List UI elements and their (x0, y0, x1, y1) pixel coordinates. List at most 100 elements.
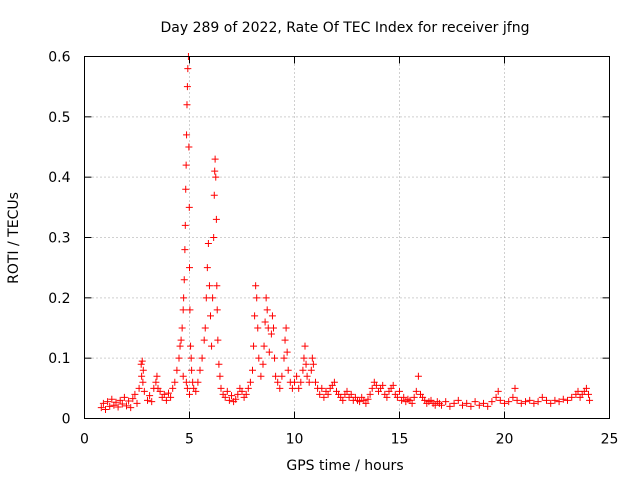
data-point (228, 392, 235, 400)
data-point (179, 372, 187, 380)
data-point (184, 65, 192, 73)
data-point (330, 378, 338, 386)
data-point (165, 389, 172, 397)
data-point (183, 131, 191, 139)
data-point (213, 306, 221, 314)
data-point (244, 384, 252, 392)
data-point (118, 400, 126, 408)
grid-layer (84, 56, 610, 419)
data-point (272, 372, 280, 380)
data-point (308, 354, 316, 362)
data-point (442, 398, 450, 406)
data-point (173, 366, 181, 374)
data-point (108, 395, 116, 403)
tick-labels: 0 0.1 0.2 0.3 0.4 0.5 0.6 0 5 10 15 20 25 (48, 50, 618, 448)
data-point (212, 215, 220, 223)
tick-layer (84, 56, 610, 419)
data-point (125, 397, 133, 405)
data-point (300, 354, 308, 362)
data-point (156, 387, 164, 395)
data-point (212, 173, 220, 181)
data-point (400, 393, 408, 401)
data-point (200, 336, 208, 344)
data-point (475, 401, 483, 409)
data-point (459, 401, 466, 409)
data-point (202, 294, 210, 302)
data-point (347, 390, 355, 398)
data-point (99, 399, 107, 407)
y-tick-label: 0.4 (48, 170, 70, 186)
data-point (160, 390, 168, 398)
data-point (362, 399, 370, 407)
data-point (494, 387, 502, 395)
data-point (192, 387, 200, 395)
data-point (259, 360, 267, 368)
data-point (295, 384, 303, 392)
data-point (383, 393, 391, 401)
data-point (182, 185, 190, 193)
data-point (471, 398, 479, 406)
data-point (555, 398, 563, 406)
data-point (366, 390, 374, 398)
data-point (265, 348, 273, 356)
y-tick-label: 0.5 (48, 110, 70, 126)
data-point (526, 396, 534, 404)
data-point (301, 342, 309, 350)
data-point (260, 342, 268, 350)
data-point (463, 399, 471, 407)
y-tick-label: 0.3 (48, 231, 70, 247)
x-tick-label: 0 (80, 432, 89, 448)
data-point (185, 143, 193, 151)
data-point (232, 395, 240, 403)
data-point (280, 354, 288, 362)
data-point (176, 342, 184, 350)
data-point (217, 384, 225, 392)
data-point (223, 387, 231, 395)
data-point (175, 354, 183, 362)
x-axis-label: GPS time / hours (286, 458, 403, 474)
data-point (250, 342, 258, 350)
data-point (582, 384, 590, 392)
data-point (179, 306, 187, 314)
data-point (414, 372, 422, 380)
data-point (180, 276, 188, 284)
data-point (152, 378, 160, 386)
data-point (299, 366, 307, 374)
data-point (138, 357, 146, 365)
data-point (284, 366, 292, 374)
data-point (167, 393, 175, 401)
data-point (246, 378, 254, 386)
data-point (303, 372, 311, 380)
plot-frame (84, 56, 610, 419)
data-point (140, 387, 148, 395)
data-point (267, 330, 275, 338)
data-point (262, 294, 270, 302)
data-point (181, 246, 189, 254)
data-point (278, 372, 286, 380)
data-point (198, 354, 206, 362)
data-point (127, 404, 135, 412)
data-point (538, 393, 546, 401)
data-point (104, 398, 112, 406)
data-point (148, 398, 156, 406)
data-point (281, 336, 289, 344)
data-point (316, 390, 324, 398)
data-point (496, 396, 504, 404)
data-point (480, 399, 487, 407)
data-point (271, 354, 279, 362)
data-point (379, 381, 387, 389)
data-point (139, 366, 147, 374)
data-point (318, 384, 326, 392)
data-point (522, 398, 529, 406)
data-point (454, 396, 462, 404)
data-point (543, 396, 550, 404)
data-point (343, 387, 351, 395)
data-point (186, 390, 193, 398)
data-point (291, 378, 298, 386)
data-point (182, 161, 190, 169)
data-point (215, 360, 223, 368)
data-point (203, 264, 211, 272)
data-point (305, 378, 313, 386)
data-point (242, 390, 250, 398)
